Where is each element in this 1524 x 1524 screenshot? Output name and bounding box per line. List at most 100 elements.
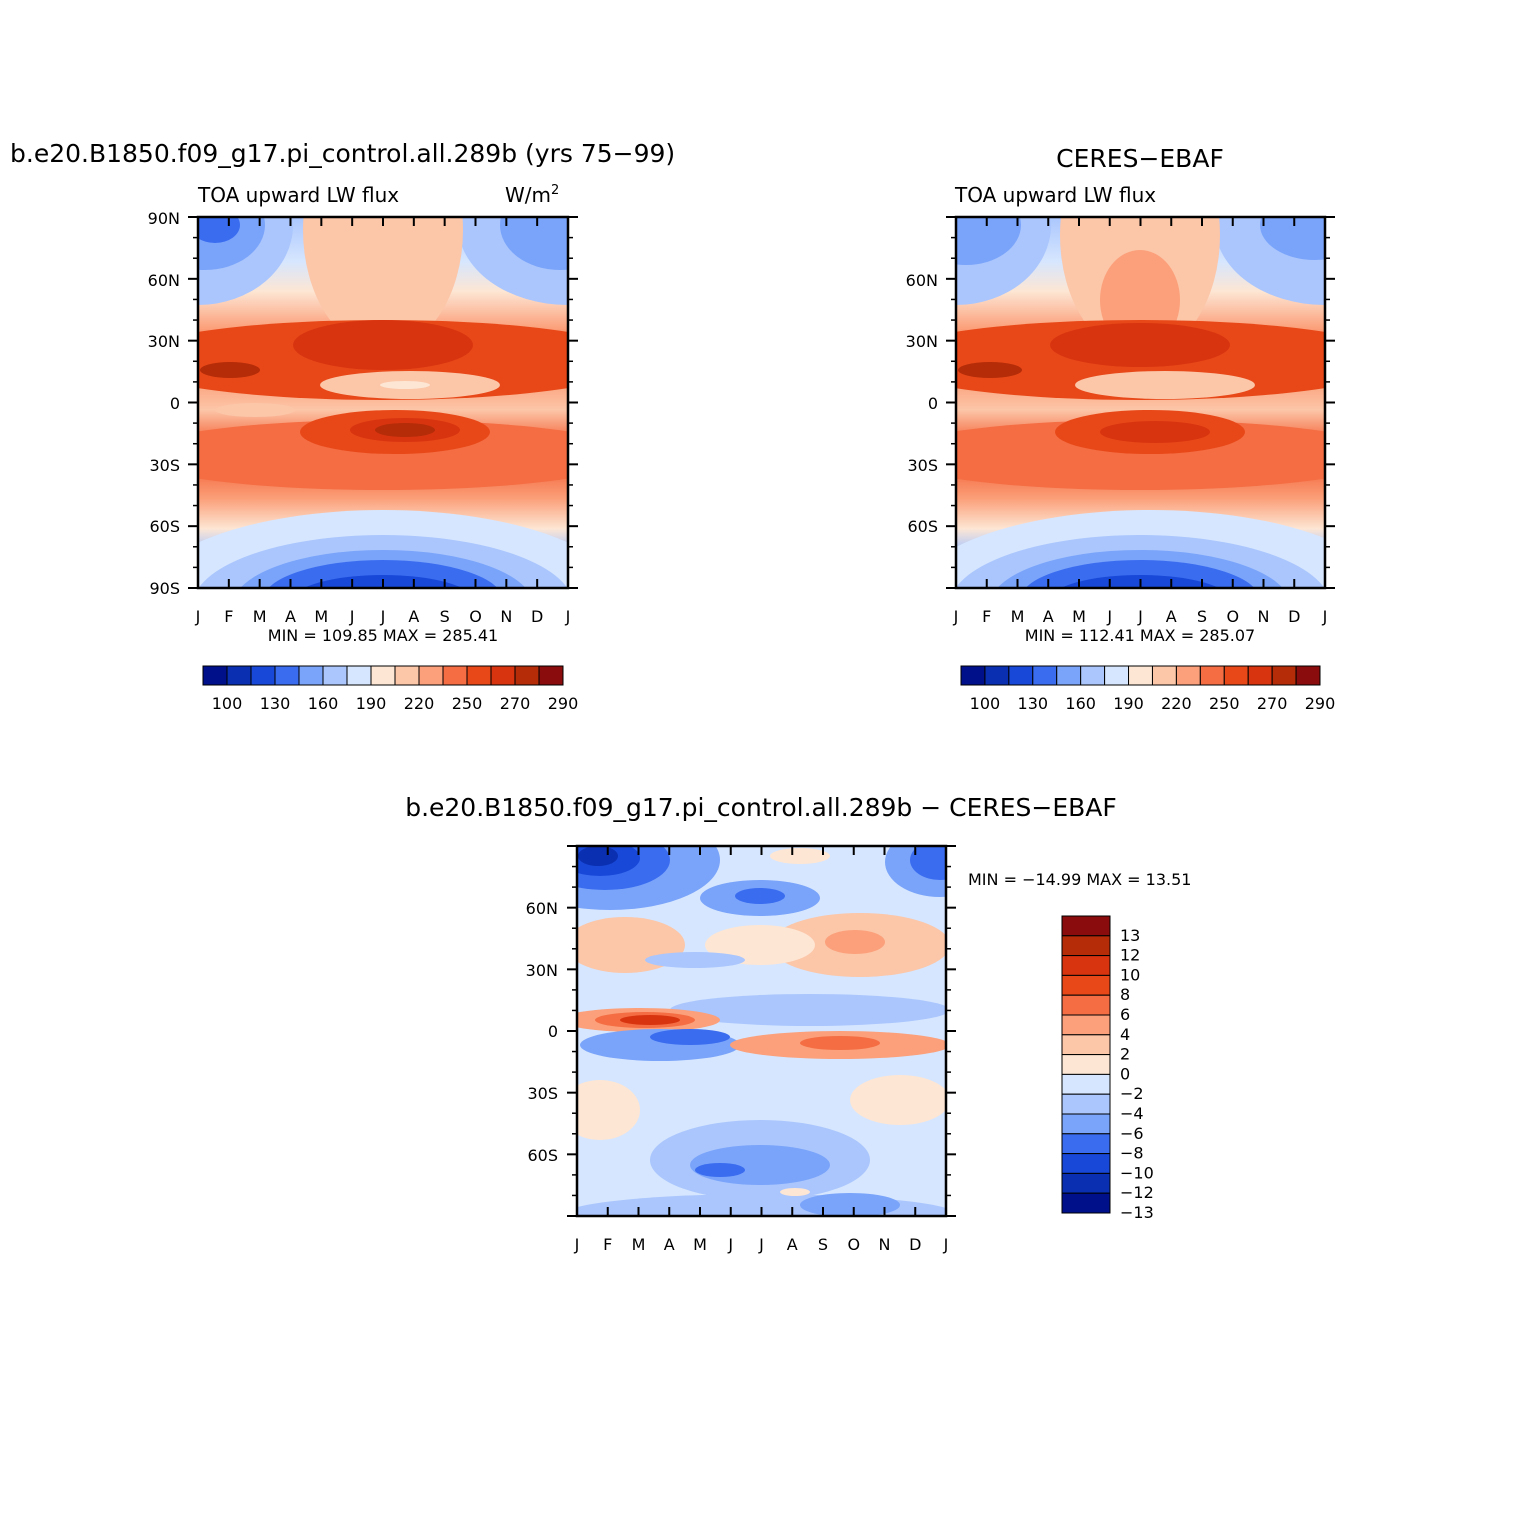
colorbar-label: 290 (1305, 694, 1336, 713)
lat-label: 60N (526, 899, 558, 918)
month-label: M (314, 607, 328, 626)
colorbar-box (1061, 1192, 1111, 1214)
colorbar-label: 250 (452, 694, 483, 713)
difference-panel: b.e20.B1850.f09_g17.pi_control.all.289b … (405, 793, 1191, 1254)
colorbar-box (394, 665, 420, 686)
colorbar-box (202, 665, 228, 686)
colorbar-box (442, 665, 468, 686)
colorbar-box (1061, 994, 1111, 1016)
month-label: J (349, 607, 355, 626)
colorbar-label: −8 (1120, 1144, 1144, 1163)
colorbar-box (466, 665, 492, 686)
colorbar-box (1061, 974, 1111, 996)
month-label: N (500, 607, 512, 626)
colorbar-label: 160 (1065, 694, 1096, 713)
colorbar-box (490, 665, 516, 686)
colorbar-label: 10 (1120, 965, 1140, 984)
colorbar-box (1061, 1034, 1111, 1056)
colorbar-box (1151, 665, 1177, 686)
colorbar-label: −12 (1120, 1183, 1154, 1202)
month-label: O (469, 607, 482, 626)
y-tick-labels: 90N 60N 30N 0 30S 60S 90S (148, 209, 180, 598)
colorbar-label: 0 (1120, 1064, 1130, 1083)
colorbar-box (1061, 1073, 1111, 1095)
colorbar-box (418, 665, 444, 686)
month-label: J (1137, 607, 1143, 626)
month-label: N (879, 1235, 891, 1254)
month-label: F (982, 607, 991, 626)
model-panel: b.e20.B1850.f09_g17.pi_control.all.289b … (10, 139, 675, 713)
month-label: S (440, 607, 450, 626)
colorbar-box (226, 665, 252, 686)
month-label: J (195, 607, 201, 626)
contour-field (198, 217, 568, 588)
colorbar-label: 100 (212, 694, 243, 713)
y-tick-labels: 60N 30N 0 30S 60S (526, 899, 558, 1165)
month-label: D (531, 607, 543, 626)
month-label: J (953, 607, 959, 626)
colorbar-box (1295, 665, 1321, 686)
y-tick-labels: 60N 30N 0 30S 60S (906, 271, 938, 536)
diff-contour-field (577, 846, 946, 1216)
colorbar-label: 12 (1120, 946, 1140, 965)
month-label: M (253, 607, 267, 626)
variable-label: TOA upward LW flux (197, 183, 399, 207)
colorbar-label: 250 (1209, 694, 1240, 713)
colorbar-box (1104, 665, 1130, 686)
lat-label: 60S (149, 517, 180, 536)
colorbar-box (1061, 1093, 1111, 1115)
colorbar-label: 220 (1161, 694, 1192, 713)
colorbar-label: −4 (1120, 1104, 1144, 1123)
colorbar-box (514, 665, 540, 686)
lat-label: 30N (906, 332, 938, 351)
colorbar-box (274, 665, 300, 686)
panel-title: CERES−EBAF (1056, 144, 1224, 173)
colorbar-box (322, 665, 348, 686)
month-label: A (408, 607, 419, 626)
colorbar-box (1247, 665, 1273, 686)
month-label: J (1106, 607, 1112, 626)
lat-label: 0 (170, 394, 180, 413)
colorbar-label: 2 (1120, 1045, 1130, 1064)
lat-label: 30N (526, 961, 558, 980)
panel-title: b.e20.B1850.f09_g17.pi_control.all.289b … (10, 139, 675, 168)
colorbar-label: 130 (260, 694, 291, 713)
colorbar-box (1223, 665, 1249, 686)
lat-label: 30N (148, 332, 180, 351)
lat-label: 90S (149, 579, 180, 598)
colorbar-label: 290 (548, 694, 579, 713)
lat-label: 30S (907, 456, 938, 475)
colorbar-box (1271, 665, 1297, 686)
month-label: J (943, 1235, 949, 1254)
colorbar: 100 130 160 190 220 250 270 290 (202, 665, 579, 713)
colorbar-box (538, 665, 564, 686)
colorbar-box (250, 665, 276, 686)
colorbar-box (346, 665, 372, 686)
month-label: F (224, 607, 233, 626)
colorbar-box (960, 665, 986, 686)
month-label: J (758, 1235, 764, 1254)
colorbar-label: 6 (1120, 1005, 1130, 1024)
colorbar-box (1061, 1133, 1111, 1155)
month-label: S (1197, 607, 1207, 626)
colorbar-label: −6 (1120, 1124, 1144, 1143)
month-label: M (1072, 607, 1086, 626)
month-label: J (380, 607, 386, 626)
month-label: D (1288, 607, 1300, 626)
colorbar-box (1199, 665, 1225, 686)
colorbar-label: 4 (1120, 1025, 1130, 1044)
obs-panel: CERES−EBAF TOA upward LW flux 60N 30N 0 … (906, 144, 1336, 713)
colorbar-box (984, 665, 1010, 686)
colorbar-label: 8 (1120, 985, 1130, 1004)
lat-label: 0 (928, 394, 938, 413)
diff-min-max-stats: MIN = −14.99 MAX = 13.51 (968, 870, 1191, 889)
colorbar-box (1061, 1054, 1111, 1075)
month-label: O (847, 1235, 860, 1254)
month-label: J (565, 607, 571, 626)
colorbar: 100 130 160 190 220 250 270 290 (960, 665, 1336, 713)
colorbar-label: 220 (404, 694, 435, 713)
month-label: J (1322, 607, 1328, 626)
